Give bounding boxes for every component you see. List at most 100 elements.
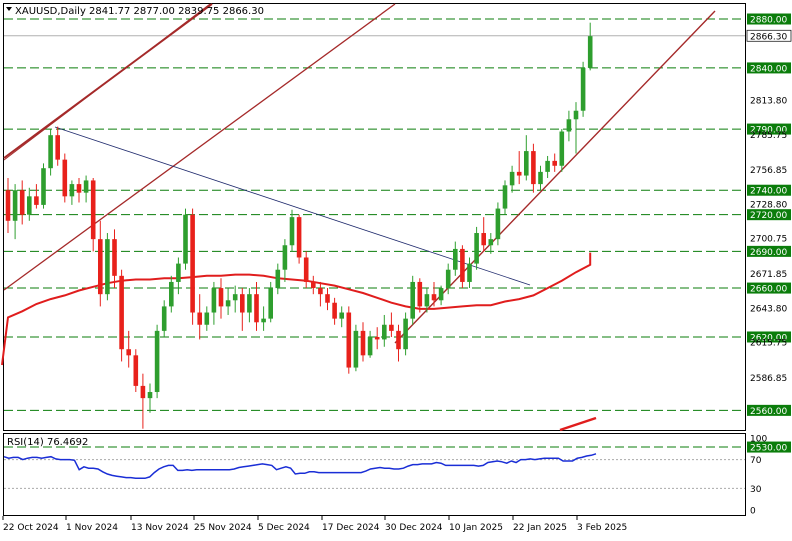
time-label-6: 30 Dec 2024 [385,523,443,533]
moving-average-line [1,252,592,366]
channel-mid-line [3,3,396,291]
ohlc-readout: 2841.77 2877.00 2839.75 2866.30 [89,6,264,17]
candle-33 [240,288,245,331]
candle-27 [197,294,202,340]
candle-body [360,330,366,356]
price-tag-bg [747,13,791,25]
candle-4 [34,184,39,209]
price-label-8: 2728.80 [750,200,787,210]
candle-body [332,302,337,319]
candle-body [190,214,195,313]
candle-body [339,312,344,319]
price-tag-bg [747,209,791,221]
time-label-0: 22 Oct 2024 [3,523,59,533]
candle-65 [467,257,472,289]
candle-body [211,288,217,313]
candle-body [261,318,266,323]
candle-52 [374,327,380,350]
candle-82 [587,22,593,71]
candle-body [90,180,96,240]
candle-78 [559,129,565,172]
candle-body [559,131,565,166]
candle-56 [403,312,408,356]
candle-body [325,294,330,303]
candle-34 [247,288,252,323]
price-label-10: 2700.75 [750,235,787,245]
candle-41 [296,214,302,264]
candle-body [126,349,131,356]
rsi-divergence-marker [559,416,597,432]
price-label-1: 2866.30 [750,32,787,42]
candle-66 [474,226,479,270]
candle-body [552,160,557,166]
candle-body [438,288,444,301]
candle-46 [332,297,337,325]
candle-body [431,294,437,301]
candle-body [303,257,309,282]
candle-body [112,239,117,276]
price-label-14: 2643.80 [750,304,787,314]
candle-body [367,336,373,356]
price-label-6: 2756.85 [750,166,787,176]
price-tag-bg [747,123,791,135]
price-label-4: 2790.00 [750,126,787,136]
candle-26 [190,208,195,325]
candle-body [282,245,288,270]
candle-55 [396,324,401,362]
price-tag-bg [746,29,792,42]
candle-body [98,239,103,295]
candle-body [27,196,32,215]
candle-58 [417,278,423,313]
candle-81 [580,61,586,117]
candle-body [566,119,572,132]
candle-body [410,281,415,319]
candle-2 [19,180,25,225]
candle-28 [204,306,210,331]
candle-body [296,217,302,258]
candle-73 [524,135,529,181]
candle-12 [90,177,96,252]
time-axis: 22 Oct 2024 1 Nov 2024 13 Nov 2024 25 Nov 2… [2,516,627,533]
candle-body [183,214,188,264]
candle-body [247,294,252,313]
rsi-axis-label-0: 100 [750,435,767,445]
price-tag-bg [747,184,791,196]
rsi-layer: 100 70 30 0 [3,435,767,517]
candle-body [176,263,181,282]
candle-44 [318,281,323,307]
candle-8 [62,153,68,203]
price-tag-bg [747,282,791,294]
candle-74 [531,143,536,193]
rsi-axis-label-1: 70 [750,456,762,466]
time-label-8: 22 Jan 2025 [513,523,567,533]
candle-body [311,281,316,289]
candle-body [133,355,139,386]
price-label-5: 2785.75 [750,131,787,141]
candle-body [105,239,110,295]
candle-body [495,208,501,240]
candle-body [353,330,359,368]
candle-60 [431,281,437,307]
triangle-down-icon[interactable] [6,7,12,11]
candle-23 [169,275,174,313]
candle-body [445,269,451,289]
candle-11 [83,175,89,203]
candle-body [34,196,39,205]
candle-body [474,233,479,264]
candle-14 [105,233,110,301]
candle-9 [69,180,75,205]
candle-51 [367,330,373,358]
candle-body [524,151,529,176]
candle-21 [154,324,160,399]
candle-48 [346,306,352,374]
candle-16 [119,269,124,362]
price-label-0: 2880.00 [750,16,787,26]
price-label-18: 2560.00 [750,407,787,417]
candle-80 [573,102,579,154]
candle-body [453,248,458,270]
candle-25 [183,208,188,270]
candle-42 [303,251,309,289]
candle-19 [140,373,146,429]
